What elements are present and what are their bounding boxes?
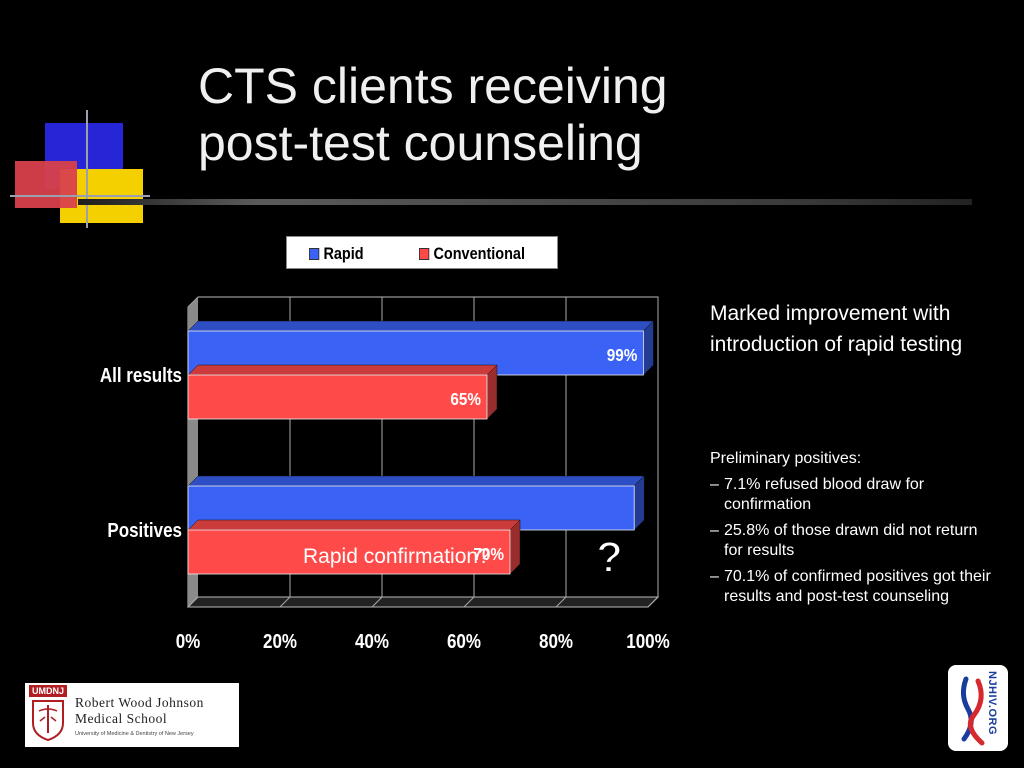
legend-swatch-rapid: [309, 248, 320, 260]
bar-conventional: [187, 374, 488, 420]
side-details: Preliminary positives: 7.1% refused bloo…: [710, 449, 1000, 613]
side-sub-heading: Preliminary positives:: [710, 450, 862, 467]
x-grid-floor-line: [187, 596, 199, 608]
x-grid-floor-line: [371, 596, 383, 608]
rwj-subtitle: University of Medicine & Dentistry of Ne…: [75, 731, 194, 737]
x-tick-label: 0%: [176, 630, 201, 653]
x-tick-label: 60%: [447, 630, 481, 653]
bar-data-label: 65%: [450, 389, 481, 409]
legend-swatch-conventional: [419, 248, 430, 260]
bar-conventional: [187, 529, 511, 575]
legend-item-conventional: Conventional: [419, 244, 525, 264]
side-bullet: 70.1% of confirmed positives got their r…: [710, 567, 1000, 607]
bar-data-label: 70%: [473, 544, 504, 564]
umdnj-tag: UMDNJ: [29, 685, 68, 697]
bar-top-rapid: [187, 475, 645, 487]
rwj-name: Robert Wood Johnson Medical School: [75, 695, 204, 727]
legend-label-rapid: Rapid: [323, 244, 364, 263]
x-grid-floor-line: [279, 596, 291, 608]
x-grid-floor-line: [647, 596, 659, 608]
title-divider: [78, 199, 972, 205]
question-mark: ?: [595, 532, 624, 583]
ribbon-icon: [960, 676, 985, 746]
x-tick-label: 40%: [355, 630, 389, 653]
x-grid-floor-line: [463, 596, 475, 608]
page-title: CTS clients receiving post-test counseli…: [198, 58, 668, 172]
bar-top-conventional: [187, 364, 498, 376]
decorative-squares: [10, 110, 150, 228]
rwj-name-line2: Medical School: [75, 711, 168, 726]
rapid-confirmation-callout: Rapid confirmation?: [303, 545, 490, 568]
njhiv-text: NJHIV.ORG: [986, 671, 998, 736]
legend-item-rapid: Rapid: [309, 244, 364, 264]
x-tick-label: 100%: [626, 630, 669, 653]
side-bullet: 25.8% of those drawn did not return for …: [710, 521, 1000, 561]
bar-data-label: 99%: [607, 345, 638, 365]
x-grid-floor-line: [555, 596, 567, 608]
x-tick-label: 80%: [539, 630, 573, 653]
y-category-label: Positives: [107, 519, 182, 542]
crest-icon: [32, 700, 64, 741]
y-category-label: All results: [100, 364, 182, 387]
njhiv-logo: NJHIV.ORG: [948, 665, 1008, 751]
side-main-text: Marked improvement with introduction of …: [710, 302, 963, 356]
side-bullet-list: 7.1% refused blood draw for confirmation…: [710, 475, 1000, 607]
x-tick-label: 20%: [263, 630, 297, 653]
chart-legend: Rapid Conventional: [286, 236, 558, 269]
bar-top-conventional: [187, 519, 521, 531]
side-bullet: 7.1% refused blood draw for confirmation: [710, 475, 1000, 515]
plot-floor: [186, 596, 660, 608]
rwj-name-line1: Robert Wood Johnson: [75, 695, 204, 710]
side-summary: Marked improvement with introduction of …: [710, 298, 1010, 360]
rwj-logo: UMDNJ Robert Wood Johnson Medical School…: [25, 683, 239, 747]
title-line-2: post-test counseling: [198, 115, 643, 171]
bar-top-rapid: [187, 320, 655, 332]
legend-label-conventional: Conventional: [433, 244, 525, 263]
title-line-1: CTS clients receiving: [198, 58, 668, 114]
